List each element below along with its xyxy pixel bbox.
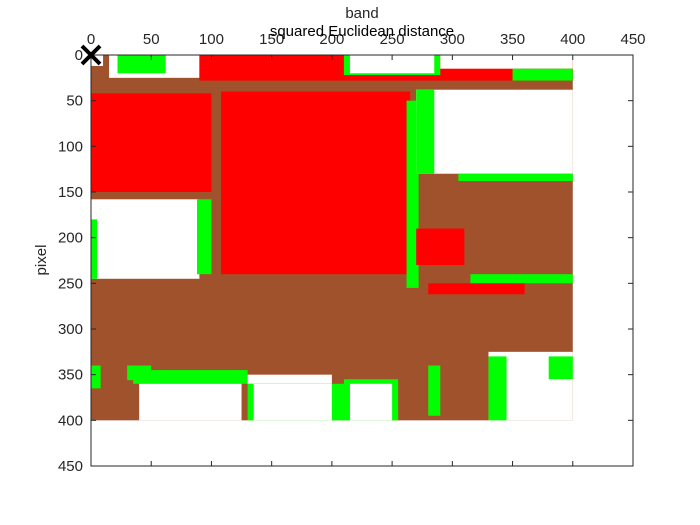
heatmap-region-green xyxy=(488,356,507,421)
y-tick-label: 400 xyxy=(58,412,83,429)
heatmap-region-green xyxy=(512,68,573,81)
heatmap-region-white xyxy=(349,55,435,74)
heatmap-region-white xyxy=(139,383,242,421)
heatmap-region-white xyxy=(416,89,573,174)
heatmap-region-green xyxy=(196,199,212,275)
x-axis-label: band xyxy=(345,5,378,22)
heatmap-region-white xyxy=(440,55,573,69)
heatmap-region-red xyxy=(221,91,411,275)
x-tick-label: 400 xyxy=(560,31,585,48)
heatmap-region-green xyxy=(91,219,98,279)
y-tick-label: 200 xyxy=(58,230,83,247)
heatmap-region-green xyxy=(91,365,101,389)
x-tick-label: 50 xyxy=(143,31,160,48)
y-tick-label: 450 xyxy=(58,458,83,475)
x-tick-label: 0 xyxy=(87,31,95,48)
heatmap-region-green xyxy=(133,370,248,384)
y-tick-label: 50 xyxy=(66,93,83,110)
y-tick-label: 250 xyxy=(58,275,83,292)
y-tick-label: 100 xyxy=(58,138,83,155)
x-tick-label: 250 xyxy=(380,31,405,48)
heatmap-region-green xyxy=(416,89,435,174)
x-tick-label: 200 xyxy=(319,31,344,48)
x-marker xyxy=(80,44,102,66)
annotations xyxy=(80,44,102,66)
x-tick-label: 100 xyxy=(199,31,224,48)
y-tick-label: 150 xyxy=(58,184,83,201)
heatmap-region-white xyxy=(253,383,332,421)
heatmap-region-white xyxy=(247,374,332,384)
x-axis: 0 50 100 150 200 250 300 350 400 450 xyxy=(87,31,646,466)
y-tick-label: 300 xyxy=(58,321,83,338)
heatmap-region-green xyxy=(458,173,573,182)
x-tick-label: 150 xyxy=(259,31,284,48)
y-tick-label: 0 xyxy=(75,47,83,64)
heatmap-region-green xyxy=(406,100,419,288)
plot-area: 0 50 100 150 200 250 300 350 400 450 0 50 100 150 200… xyxy=(58,31,646,475)
axes-box xyxy=(90,54,634,467)
y-axis-label: pixel xyxy=(33,245,50,276)
x-tick-label: 350 xyxy=(500,31,525,48)
heatmap-region-green xyxy=(117,55,166,74)
y-tick-label: 350 xyxy=(58,367,83,384)
heatmap-region-red xyxy=(416,228,465,266)
heatmap-region-red xyxy=(428,283,525,295)
heatmap-region-white xyxy=(91,199,200,279)
y-axis: 0 50 100 150 200 250 300 350 400 450 xyxy=(58,47,633,475)
x-tick-label: 300 xyxy=(440,31,465,48)
heatmap-image xyxy=(91,55,573,421)
heatmap-region-green xyxy=(548,356,573,380)
heatmap-region-red xyxy=(91,93,212,192)
heatmap-region-white xyxy=(349,383,393,421)
heatmap-region-green xyxy=(470,274,573,284)
x-tick-label: 450 xyxy=(620,31,645,48)
chart-title: squared Euclidean distance xyxy=(270,23,454,40)
heatmap-region-green xyxy=(428,365,441,416)
